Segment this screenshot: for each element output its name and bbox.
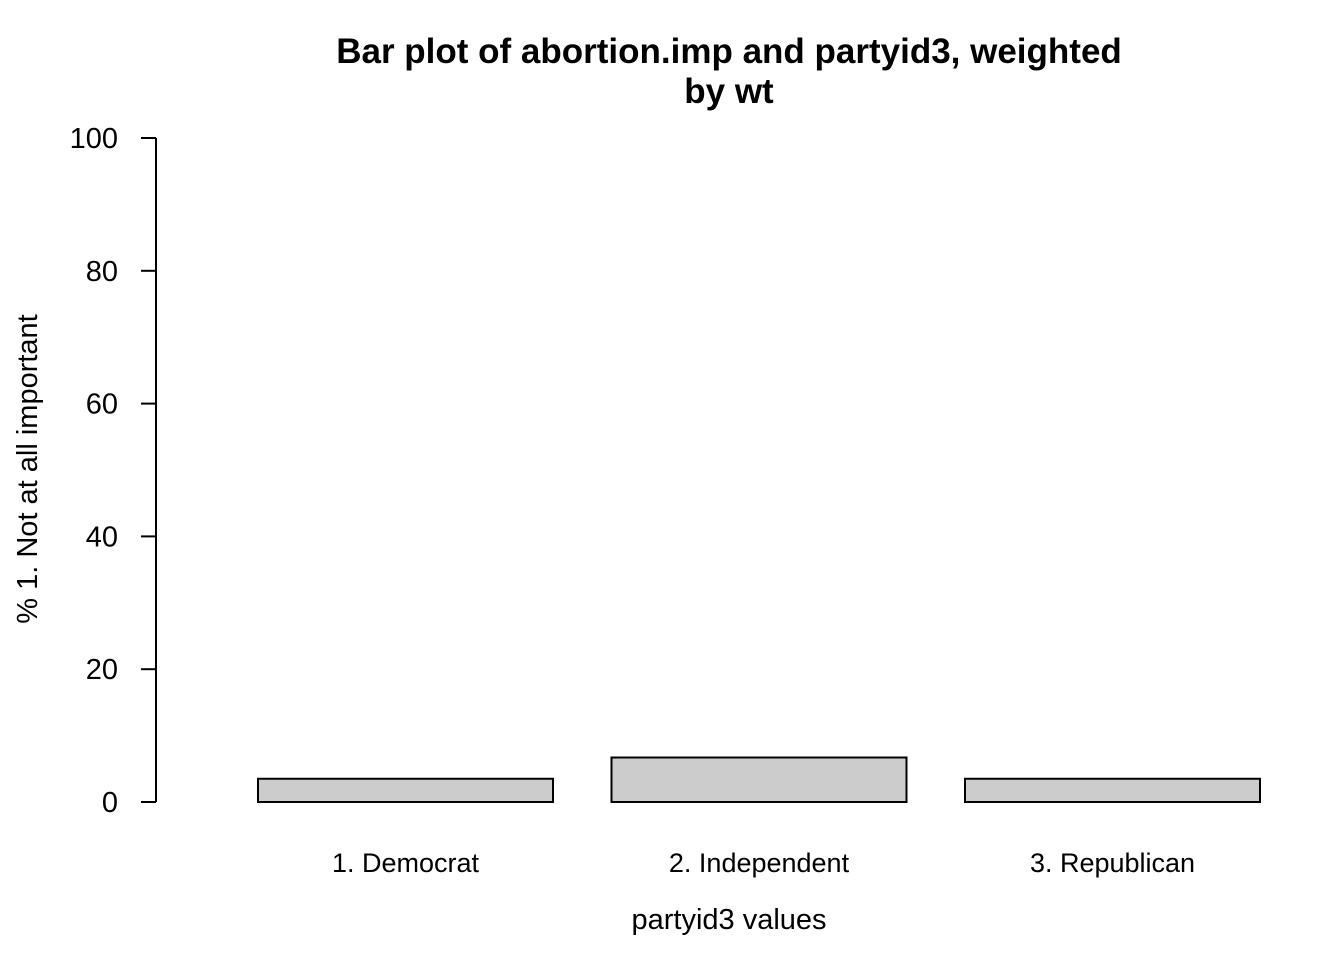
- x-axis-title: partyid3 values: [631, 904, 826, 936]
- y-tick-label-3: 60: [86, 389, 118, 421]
- y-axis-title: % 1. Not at all important: [12, 314, 44, 623]
- y-tick-label-1: 20: [86, 654, 118, 686]
- category-label-2: 2. Independent: [669, 848, 850, 878]
- y-tick-label-2: 40: [86, 521, 118, 553]
- y-tick-label-4: 80: [86, 256, 118, 288]
- chart-title-line-1: Bar plot of abortion.imp and partyid3, w…: [336, 32, 1122, 71]
- bars: [257, 756, 1261, 804]
- y-tick-label-0: 0: [102, 787, 118, 819]
- bar-1: [257, 777, 554, 804]
- category-label-1: 1. Democrat: [332, 848, 480, 878]
- category-labels: 1. Democrat 2. Independent 3. Republican: [332, 848, 1195, 878]
- y-axis: 0 20 40 60 80 100: [70, 123, 157, 819]
- bar-2: [610, 756, 908, 804]
- y-tick-label-5: 100: [70, 123, 118, 155]
- chart-title: Bar plot of abortion.imp and partyid3, w…: [336, 32, 1122, 111]
- chart-title-line-2: by wt: [684, 72, 774, 111]
- bar-3: [964, 777, 1261, 804]
- category-label-3: 3. Republican: [1030, 848, 1195, 878]
